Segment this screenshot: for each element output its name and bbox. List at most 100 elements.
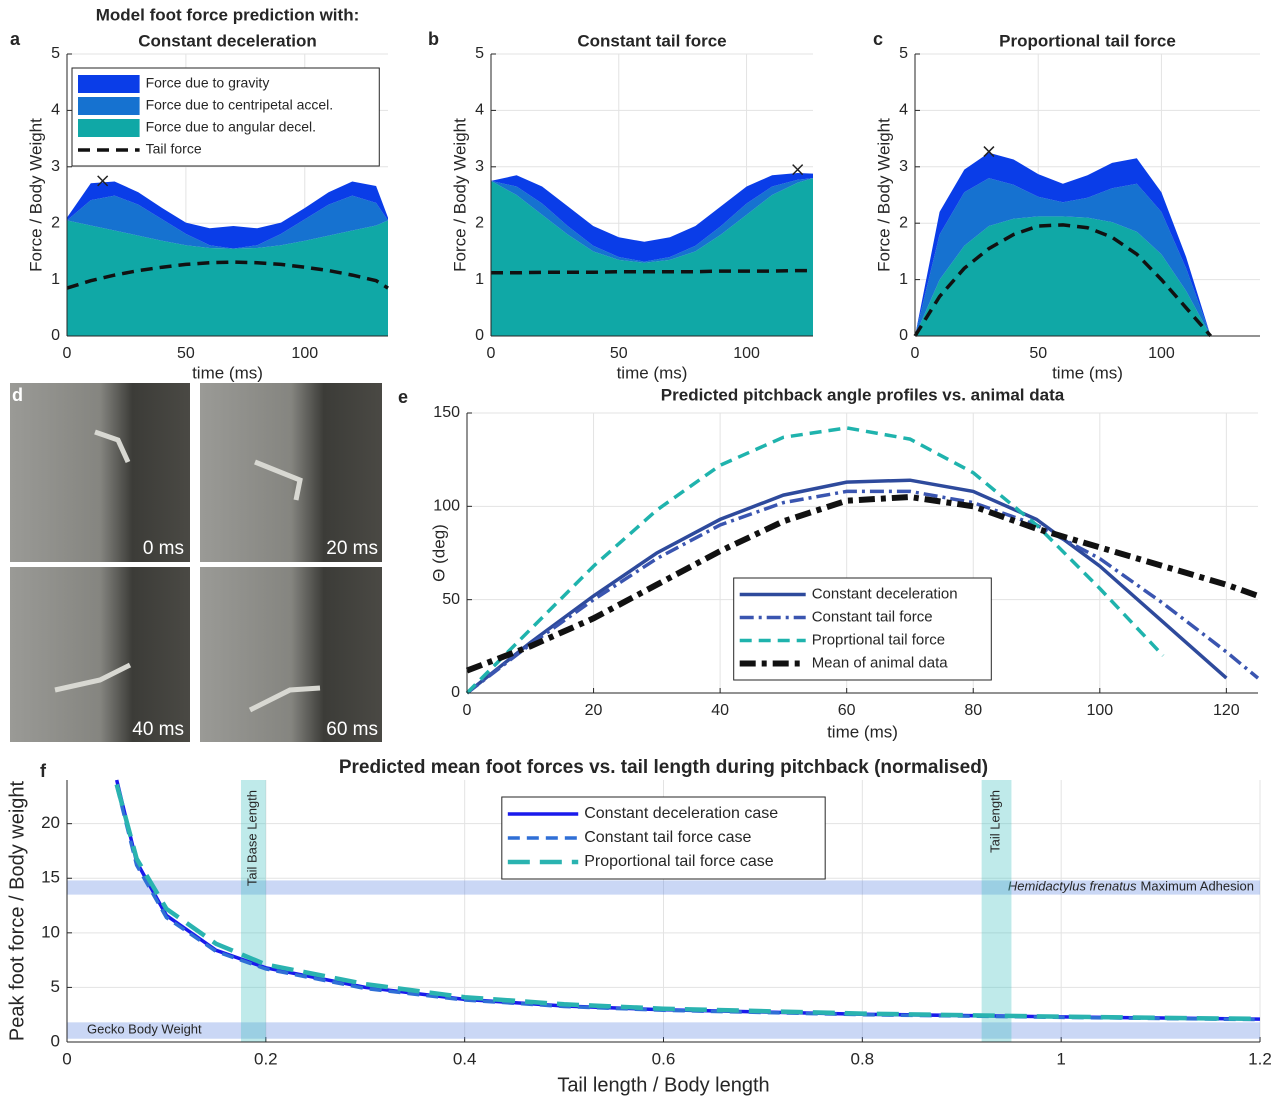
band-label-part: Maximum Adhesion xyxy=(1141,879,1254,894)
line xyxy=(115,785,1261,1022)
x-tick-label: 0 xyxy=(911,345,920,362)
y-tick-label: 0 xyxy=(451,684,460,701)
x-tick-label: 0 xyxy=(487,345,496,362)
x-tick-label: 1 xyxy=(1056,1049,1065,1068)
x-tick-label: 100 xyxy=(733,345,760,362)
band-label: Tail Base Length xyxy=(245,790,260,886)
band xyxy=(67,1022,1260,1039)
y-tick-label: 2 xyxy=(475,214,484,231)
band-label-part: Hemidactylus frenatus xyxy=(1008,879,1137,894)
chart-title: Predicted mean foot forces vs. tail leng… xyxy=(339,757,988,778)
x-axis-label: time (ms) xyxy=(617,363,688,382)
legend-label: Tail force xyxy=(146,141,202,157)
area xyxy=(491,178,813,263)
chart-title: Model foot force prediction with: xyxy=(96,5,359,24)
frame-label: 40 ms xyxy=(132,719,184,740)
legend-label: Mean of animal data xyxy=(812,654,949,671)
x-tick-label: 50 xyxy=(610,345,628,362)
y-tick-label: 5 xyxy=(51,45,60,62)
x-tick-label: 50 xyxy=(177,345,195,362)
y-tick-label: 150 xyxy=(433,404,460,421)
x-tick-label: 0.2 xyxy=(254,1049,278,1068)
y-tick-label: 3 xyxy=(899,158,908,175)
chart: 0 5 10 15 20 0 0.2 0.4 0.6 0.8 1 1.2 Hemidactylus fr… xyxy=(6,757,1272,1096)
y-tick-label: 3 xyxy=(475,158,484,175)
y-axis-label: Force / Body Weight xyxy=(26,118,45,272)
x-axis-label: time (ms) xyxy=(192,363,263,382)
legend-label: Constant tail force xyxy=(812,608,933,625)
band-label: Hemidactylus frenatus Maximum Adhesion xyxy=(1008,879,1254,894)
area xyxy=(915,152,1211,336)
band-label: Tail Length xyxy=(988,790,1003,853)
photo xyxy=(10,383,190,562)
x-tick-label: 0.6 xyxy=(652,1049,676,1068)
band xyxy=(67,880,1260,895)
legend-swatch xyxy=(78,119,140,137)
line xyxy=(465,478,1228,695)
x-tick-label: 20 xyxy=(585,702,603,719)
line xyxy=(465,426,1165,695)
y-tick-label: 2 xyxy=(51,214,60,231)
y-tick-label: 1 xyxy=(51,271,60,288)
band-label-part: Tail Length xyxy=(988,790,1003,853)
line xyxy=(465,493,1260,674)
panel-label: c xyxy=(873,29,883,49)
x-tick-label: 40 xyxy=(711,702,729,719)
photo-panel: d 0 ms 20 ms 40 ms 60 ms xyxy=(10,383,382,742)
chart: 0 50 100 150 0 20 40 60 80 100 120 Predicted pitchb… xyxy=(398,385,1260,741)
x-tick-label: 100 xyxy=(1148,345,1175,362)
area xyxy=(915,216,1211,336)
y-tick-label: 2 xyxy=(899,214,908,231)
frame-label: 0 ms xyxy=(143,538,184,559)
y-tick-label: 0 xyxy=(51,1031,60,1050)
y-axis-label: Peak foot force / Body weight xyxy=(6,780,28,1041)
y-axis-label: Force / Body Weight xyxy=(450,118,469,272)
peak-marker xyxy=(983,146,995,158)
x-tick-label: 100 xyxy=(1086,702,1113,719)
y-tick-label: 0 xyxy=(475,327,484,344)
x-tick-label: 60 xyxy=(838,702,856,719)
legend-label: Constant tail force case xyxy=(584,829,751,846)
y-tick-label: 0 xyxy=(51,327,60,344)
x-tick-label: 100 xyxy=(291,345,318,362)
line xyxy=(465,489,1260,695)
x-axis-label: Tail length / Body length xyxy=(557,1074,769,1096)
area xyxy=(491,178,813,336)
gecko xyxy=(248,685,321,713)
y-tick-label: 15 xyxy=(41,868,60,887)
x-axis-label: time (ms) xyxy=(1052,363,1123,382)
legend-swatch xyxy=(78,97,140,115)
x-tick-label: 0 xyxy=(62,1049,71,1068)
chart-title: Constant tail force xyxy=(577,31,726,50)
y-tick-label: 1 xyxy=(475,271,484,288)
legend-label: Force due to centripetal accel. xyxy=(146,97,334,113)
legend-label: Force due to angular decel. xyxy=(146,119,316,135)
y-tick-label: 5 xyxy=(899,45,908,62)
photo xyxy=(200,567,382,742)
x-tick-label: 0.8 xyxy=(851,1049,875,1068)
photo xyxy=(200,383,382,562)
chart-title: Predicted pitchback angle profiles vs. a… xyxy=(661,385,1065,404)
band-label-part: Gecko Body Weight xyxy=(87,1022,202,1037)
area xyxy=(67,220,388,336)
x-tick-label: 120 xyxy=(1213,702,1240,719)
line xyxy=(66,260,389,290)
panel-label: b xyxy=(428,29,439,49)
frame-label: 20 ms xyxy=(326,538,378,559)
panel-label: d xyxy=(12,385,23,405)
line xyxy=(114,783,1261,1022)
chart-title: Proportional tail force xyxy=(999,31,1176,50)
panel-label: f xyxy=(40,761,47,781)
x-tick-label: 80 xyxy=(964,702,982,719)
x-tick-label: 1.2 xyxy=(1248,1049,1272,1068)
legend: Force due to gravity Force due to centrip… xyxy=(71,67,380,167)
area xyxy=(491,173,813,262)
area xyxy=(915,178,1211,336)
y-tick-label: 4 xyxy=(51,102,60,119)
area xyxy=(67,195,388,249)
peak-marker xyxy=(792,164,804,176)
